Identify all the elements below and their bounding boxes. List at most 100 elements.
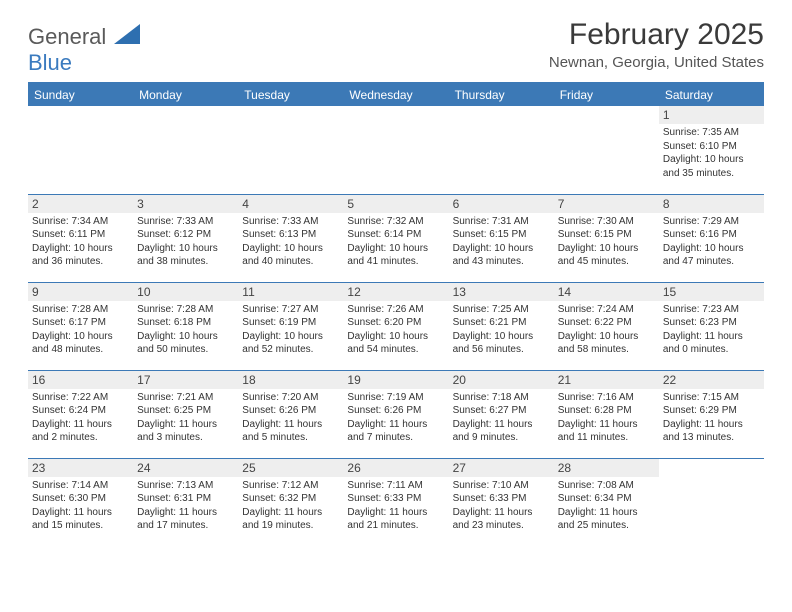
sunset-text: Sunset: 6:29 PM <box>663 404 760 418</box>
day-details: Sunrise: 7:23 AMSunset: 6:23 PMDaylight:… <box>663 303 760 357</box>
day-cell: 6Sunrise: 7:31 AMSunset: 6:15 PMDaylight… <box>449 194 554 282</box>
day-cell: 27Sunrise: 7:10 AMSunset: 6:33 PMDayligh… <box>449 458 554 546</box>
sunset-text: Sunset: 6:31 PM <box>137 492 234 506</box>
daylight-text: Daylight: 10 hours and 35 minutes. <box>663 153 760 180</box>
sunrise-text: Sunrise: 7:18 AM <box>453 391 550 405</box>
sunset-text: Sunset: 6:13 PM <box>242 228 339 242</box>
day-of-week-row: Sunday Monday Tuesday Wednesday Thursday… <box>28 84 764 106</box>
sunset-text: Sunset: 6:14 PM <box>347 228 444 242</box>
daylight-text: Daylight: 11 hours and 13 minutes. <box>663 418 760 445</box>
dow-thu: Thursday <box>449 84 554 106</box>
sunset-text: Sunset: 6:17 PM <box>32 316 129 330</box>
day-details: Sunrise: 7:13 AMSunset: 6:31 PMDaylight:… <box>137 479 234 533</box>
sunset-text: Sunset: 6:22 PM <box>558 316 655 330</box>
daylight-text: Daylight: 11 hours and 7 minutes. <box>347 418 444 445</box>
sunset-text: Sunset: 6:24 PM <box>32 404 129 418</box>
sunset-text: Sunset: 6:27 PM <box>453 404 550 418</box>
brand-word-1: General <box>28 24 106 49</box>
daylight-text: Daylight: 11 hours and 0 minutes. <box>663 330 760 357</box>
dow-sat: Saturday <box>659 84 764 106</box>
day-details: Sunrise: 7:11 AMSunset: 6:33 PMDaylight:… <box>347 479 444 533</box>
day-cell: 10Sunrise: 7:28 AMSunset: 6:18 PMDayligh… <box>133 282 238 370</box>
week-row: 2Sunrise: 7:34 AMSunset: 6:11 PMDaylight… <box>28 194 764 282</box>
daylight-text: Daylight: 10 hours and 50 minutes. <box>137 330 234 357</box>
day-number: 5 <box>343 195 448 213</box>
day-cell: 9Sunrise: 7:28 AMSunset: 6:17 PMDaylight… <box>28 282 133 370</box>
sunrise-text: Sunrise: 7:34 AM <box>32 215 129 229</box>
sunrise-text: Sunrise: 7:16 AM <box>558 391 655 405</box>
sunset-text: Sunset: 6:12 PM <box>137 228 234 242</box>
sunrise-text: Sunrise: 7:19 AM <box>347 391 444 405</box>
day-details: Sunrise: 7:21 AMSunset: 6:25 PMDaylight:… <box>137 391 234 445</box>
dow-mon: Monday <box>133 84 238 106</box>
day-cell <box>343 106 448 194</box>
day-number: 4 <box>238 195 343 213</box>
sunrise-text: Sunrise: 7:13 AM <box>137 479 234 493</box>
sunset-text: Sunset: 6:19 PM <box>242 316 339 330</box>
dow-wed: Wednesday <box>343 84 448 106</box>
day-cell: 4 Sunrise: 7:33 AMSunset: 6:13 PMDaylight… <box>238 194 343 282</box>
day-cell: 1Sunrise: 7:35 AMSunset: 6:10 PMDaylight… <box>659 106 764 194</box>
day-cell: 17 Sunrise: 7:21 AMSunset: 6:25 PMDayligh… <box>133 370 238 458</box>
day-details: Sunrise: 7:34 AMSunset: 6:11 PMDaylight:… <box>32 215 129 269</box>
sunrise-text: Sunrise: 7:32 AM <box>347 215 444 229</box>
day-cell: 11Sunrise: 7:27 AMSunset: 6:19 PMDayligh… <box>238 282 343 370</box>
day-details: Sunrise: 7:28 AMSunset: 6:17 PMDaylight:… <box>32 303 129 357</box>
day-number: 13 <box>449 283 554 301</box>
sunrise-text: Sunrise: 7:11 AM <box>347 479 444 493</box>
daylight-text: Daylight: 11 hours and 19 minutes. <box>242 506 339 533</box>
week-row: 9Sunrise: 7:28 AMSunset: 6:17 PMDaylight… <box>28 282 764 370</box>
day-details: Sunrise: 7:19 AMSunset: 6:26 PMDaylight:… <box>347 391 444 445</box>
daylight-text: Daylight: 11 hours and 11 minutes. <box>558 418 655 445</box>
day-number: 22 <box>659 371 764 389</box>
day-cell: 19Sunrise: 7:19 AMSunset: 6:26 PMDayligh… <box>343 370 448 458</box>
day-cell: 24Sunrise: 7:13 AMSunset: 6:31 PMDayligh… <box>133 458 238 546</box>
daylight-text: Daylight: 10 hours and 56 minutes. <box>453 330 550 357</box>
day-details: Sunrise: 7:25 AMSunset: 6:21 PMDaylight:… <box>453 303 550 357</box>
day-details: Sunrise: 7:12 AMSunset: 6:32 PMDaylight:… <box>242 479 339 533</box>
sunrise-text: Sunrise: 7:25 AM <box>453 303 550 317</box>
daylight-text: Daylight: 11 hours and 5 minutes. <box>242 418 339 445</box>
sunset-text: Sunset: 6:15 PM <box>453 228 550 242</box>
sunrise-text: Sunrise: 7:10 AM <box>453 479 550 493</box>
day-details: Sunrise: 7:14 AMSunset: 6:30 PMDaylight:… <box>32 479 129 533</box>
sunset-text: Sunset: 6:11 PM <box>32 228 129 242</box>
day-cell: 12Sunrise: 7:26 AMSunset: 6:20 PMDayligh… <box>343 282 448 370</box>
sunset-text: Sunset: 6:23 PM <box>663 316 760 330</box>
day-details: Sunrise: 7:29 AMSunset: 6:16 PMDaylight:… <box>663 215 760 269</box>
day-number: 16 <box>28 371 133 389</box>
sunset-text: Sunset: 6:33 PM <box>453 492 550 506</box>
location-text: Newnan, Georgia, United States <box>549 54 764 71</box>
day-cell: 18Sunrise: 7:20 AMSunset: 6:26 PMDayligh… <box>238 370 343 458</box>
sunrise-text: Sunrise: 7:08 AM <box>558 479 655 493</box>
day-number: 25 <box>238 459 343 477</box>
title-block: February 2025 Newnan, Georgia, United St… <box>549 18 764 71</box>
sunset-text: Sunset: 6:34 PM <box>558 492 655 506</box>
daylight-text: Daylight: 10 hours and 38 minutes. <box>137 242 234 269</box>
day-details: Sunrise: 7:33 AMSunset: 6:12 PMDaylight:… <box>137 215 234 269</box>
daylight-text: Daylight: 10 hours and 48 minutes. <box>32 330 129 357</box>
sunrise-text: Sunrise: 7:33 AM <box>242 215 339 229</box>
daylight-text: Daylight: 10 hours and 40 minutes. <box>242 242 339 269</box>
calendar-table: Sunday Monday Tuesday Wednesday Thursday… <box>28 84 764 546</box>
day-details: Sunrise: 7:30 AMSunset: 6:15 PMDaylight:… <box>558 215 655 269</box>
day-number: 27 <box>449 459 554 477</box>
day-cell: 23Sunrise: 7:14 AMSunset: 6:30 PMDayligh… <box>28 458 133 546</box>
day-details: Sunrise: 7:16 AMSunset: 6:28 PMDaylight:… <box>558 391 655 445</box>
sunset-text: Sunset: 6:15 PM <box>558 228 655 242</box>
day-cell: 16Sunrise: 7:22 AMSunset: 6:24 PMDayligh… <box>28 370 133 458</box>
daylight-text: Daylight: 10 hours and 43 minutes. <box>453 242 550 269</box>
sunset-text: Sunset: 6:30 PM <box>32 492 129 506</box>
day-number: 17 <box>133 371 238 389</box>
sunrise-text: Sunrise: 7:22 AM <box>32 391 129 405</box>
day-cell: 7 Sunrise: 7:30 AMSunset: 6:15 PMDaylight… <box>554 194 659 282</box>
sunset-text: Sunset: 6:18 PM <box>137 316 234 330</box>
day-number: 21 <box>554 371 659 389</box>
day-details: Sunrise: 7:24 AMSunset: 6:22 PMDaylight:… <box>558 303 655 357</box>
day-cell: 2Sunrise: 7:34 AMSunset: 6:11 PMDaylight… <box>28 194 133 282</box>
day-details: Sunrise: 7:32 AMSunset: 6:14 PMDaylight:… <box>347 215 444 269</box>
sunrise-text: Sunrise: 7:28 AM <box>137 303 234 317</box>
week-row: 23Sunrise: 7:14 AMSunset: 6:30 PMDayligh… <box>28 458 764 546</box>
day-number: 7 <box>554 195 659 213</box>
day-number: 6 <box>449 195 554 213</box>
